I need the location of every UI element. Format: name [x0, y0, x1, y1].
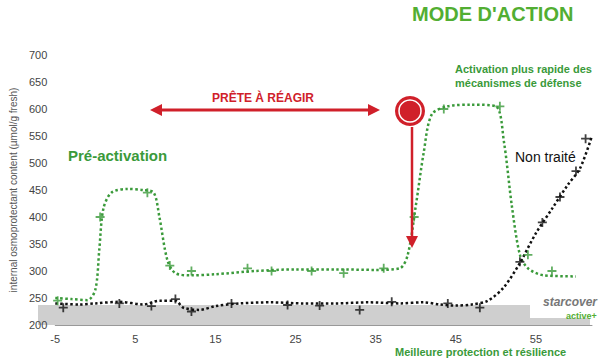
svg-text:500: 500	[29, 157, 47, 169]
svg-text:Activation plus rapide des: Activation plus rapide des	[455, 63, 595, 75]
svg-text:350: 350	[29, 238, 47, 250]
svg-text:25: 25	[289, 333, 301, 345]
svg-text:15: 15	[209, 333, 221, 345]
svg-text:5: 5	[132, 333, 138, 345]
svg-text:400: 400	[29, 211, 47, 223]
svg-text:200: 200	[29, 319, 47, 331]
svg-text:600: 600	[29, 103, 47, 115]
svg-text:250: 250	[29, 292, 47, 304]
svg-text:450: 450	[29, 184, 47, 196]
svg-text:35: 35	[370, 333, 382, 345]
svg-text:-5: -5	[50, 333, 60, 345]
svg-text:55: 55	[530, 333, 542, 345]
svg-text:mécanismes de défense: mécanismes de défense	[455, 77, 582, 89]
svg-text:45: 45	[450, 333, 462, 345]
svg-text:active+: active+	[566, 311, 597, 321]
svg-text:700: 700	[29, 49, 47, 61]
svg-text:Pré-activation: Pré-activation	[68, 147, 167, 164]
svg-text:PRÊTE À RÉAGIR: PRÊTE À RÉAGIR	[212, 90, 314, 105]
svg-text:internal osmoprotectant conten: internal osmoprotectant content (µmol/g …	[8, 88, 19, 293]
svg-text:Non traité: Non traité	[515, 149, 576, 165]
svg-text:550: 550	[29, 130, 47, 142]
svg-text:650: 650	[29, 76, 47, 88]
svg-text:Meilleure protection et résili: Meilleure protection et résilience	[395, 346, 566, 358]
svg-text:MODE D'ACTION: MODE D'ACTION	[412, 3, 573, 25]
svg-text:starcover: starcover	[543, 295, 598, 309]
svg-text:300: 300	[29, 265, 47, 277]
